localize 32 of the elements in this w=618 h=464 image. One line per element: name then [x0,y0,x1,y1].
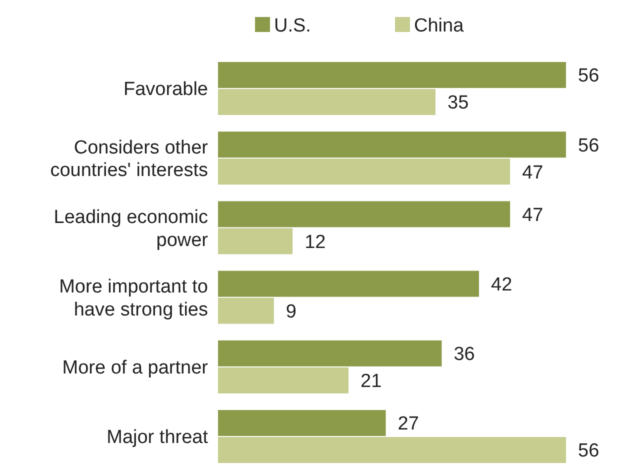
data-label: 36 [454,344,475,366]
bar [218,340,442,366]
data-label: 56 [578,135,600,156]
data-label: 47 [522,162,544,184]
y-tick-label: More of a partner [62,358,209,379]
bar [218,270,479,297]
y-tick-label: Major threat [106,427,209,448]
data-label: 9 [286,301,297,322]
y-tick-label: Leading economic power [54,206,209,251]
bar [218,158,510,185]
bar [218,62,566,88]
bar [218,410,386,436]
legend-label: China [414,16,464,37]
data-label: 56 [578,440,600,462]
bar [218,367,348,394]
data-label: 27 [398,414,419,435]
data-label: 21 [360,371,382,392]
y-tick-label: More important to have strong ties [59,276,208,320]
bar [218,298,274,324]
bar [218,437,566,463]
y-tick-label: Favorable [124,79,208,100]
legend-label: U.S. [274,16,311,37]
bar [218,132,566,158]
bar [218,228,293,254]
data-label: 35 [448,92,469,114]
bar [218,201,510,228]
data-label: 42 [491,274,512,296]
y-tick-label: Considers other countries' interests [50,137,209,182]
data-label: 47 [522,204,544,226]
data-label: 12 [304,232,326,253]
bar [218,89,436,115]
data-label: 56 [578,66,600,87]
